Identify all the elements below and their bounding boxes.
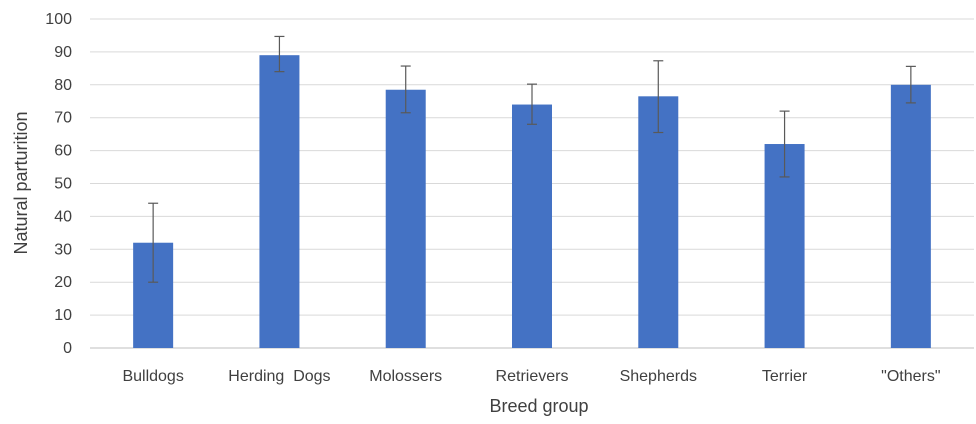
bars [133,55,931,349]
bar [638,96,679,348]
y-tick-label: 50 [54,176,72,193]
y-axis-ticks: 0 10 20 30 40 50 60 70 80 90 100 [45,11,72,357]
bar [385,89,426,349]
bar [259,55,300,348]
y-tick-label: 70 [54,110,72,127]
y-tick-label: 40 [54,208,72,225]
y-axis-title: Natural parturition [11,111,31,254]
y-tick-label: 100 [45,11,72,28]
x-tick-label: Retrievers [496,368,569,385]
y-tick-label: 90 [54,44,72,61]
bar [890,84,931,349]
error-bars [148,35,916,283]
x-tick-label: Bulldogs [122,368,183,385]
x-tick-label: Shepherds [620,368,697,385]
bar [764,144,805,348]
y-tick-label: 80 [54,77,72,94]
x-tick-label: Terrier [762,368,808,385]
y-tick-label: 0 [63,340,72,357]
x-tick-label: Herding Dogs [228,368,330,385]
y-tick-label: 20 [54,274,72,291]
x-tick-label: Molossers [369,368,442,385]
bar [512,104,552,348]
x-axis-title: Breed group [489,396,588,416]
x-tick-label: "Others" [881,368,940,385]
y-tick-label: 10 [54,307,72,324]
y-tick-label: 60 [54,143,72,160]
x-axis-ticks: Bulldogs Herding Dogs Molossers Retrievers S… [122,368,940,385]
y-tick-label: 30 [54,241,72,258]
